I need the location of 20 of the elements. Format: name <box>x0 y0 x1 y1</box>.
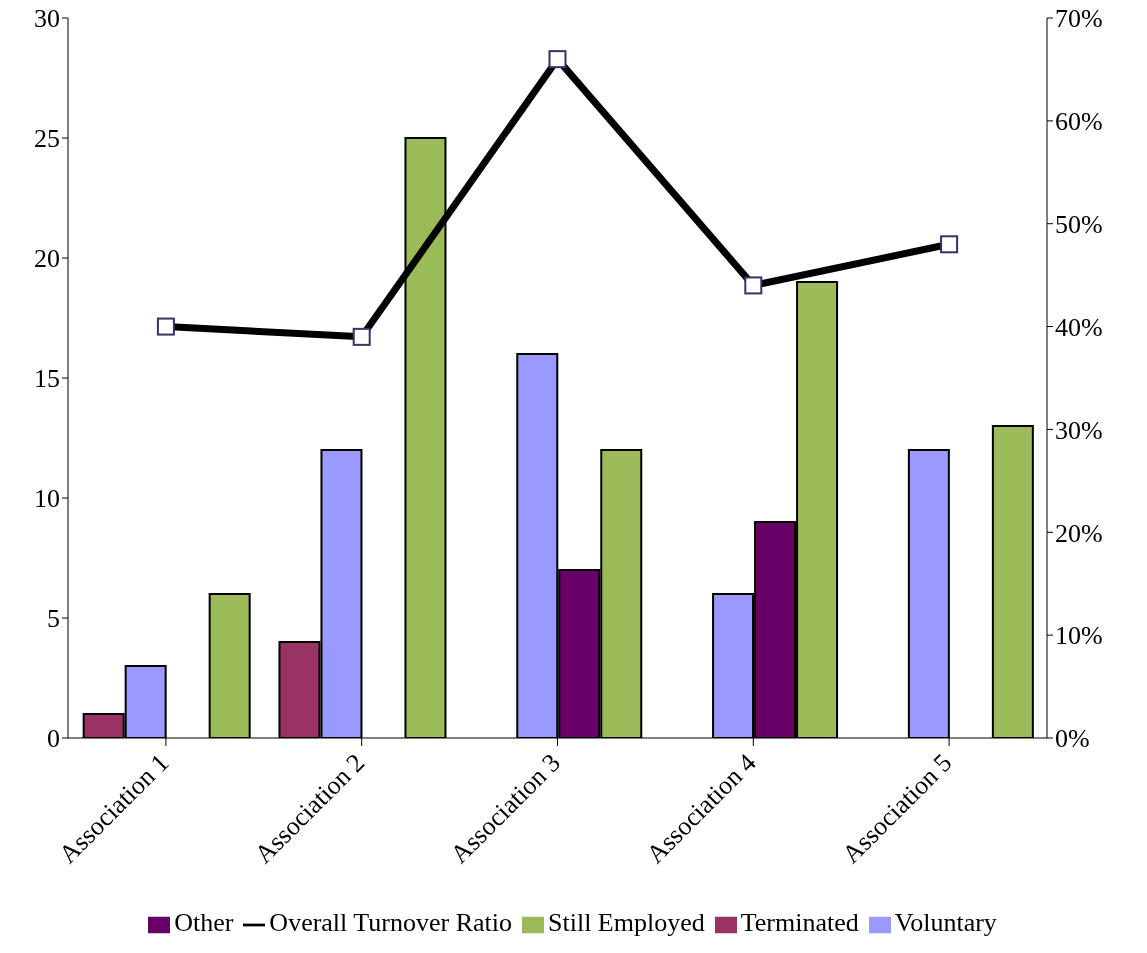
y-tick-label: 25 <box>34 124 60 154</box>
y2-tick-label: 20% <box>1055 518 1103 548</box>
y-tick-label: 10 <box>34 484 60 514</box>
y-tick-label: 20 <box>34 244 60 274</box>
legend-label: Overall Turnover Ratio <box>269 908 513 937</box>
y2-tick-label: 0% <box>1055 724 1090 754</box>
legend-label: Still Employed <box>548 908 705 937</box>
y2-tick-label: 40% <box>1055 312 1103 342</box>
y2-tick-label: 10% <box>1055 621 1103 651</box>
y2-tick-label: 70% <box>1055 4 1103 34</box>
legend-label: Terminated <box>740 908 859 937</box>
y2-tick-label: 50% <box>1055 209 1103 239</box>
legend-label: Other <box>174 908 234 937</box>
y-tick-label: 15 <box>34 364 60 394</box>
y-tick-label: 30 <box>34 4 60 34</box>
legend-label: Voluntary <box>894 908 997 937</box>
y-tick-label: 5 <box>47 604 60 634</box>
y-tick-label: 0 <box>47 724 60 754</box>
y2-tick-label: 30% <box>1055 415 1103 445</box>
y2-tick-label: 60% <box>1055 107 1103 137</box>
